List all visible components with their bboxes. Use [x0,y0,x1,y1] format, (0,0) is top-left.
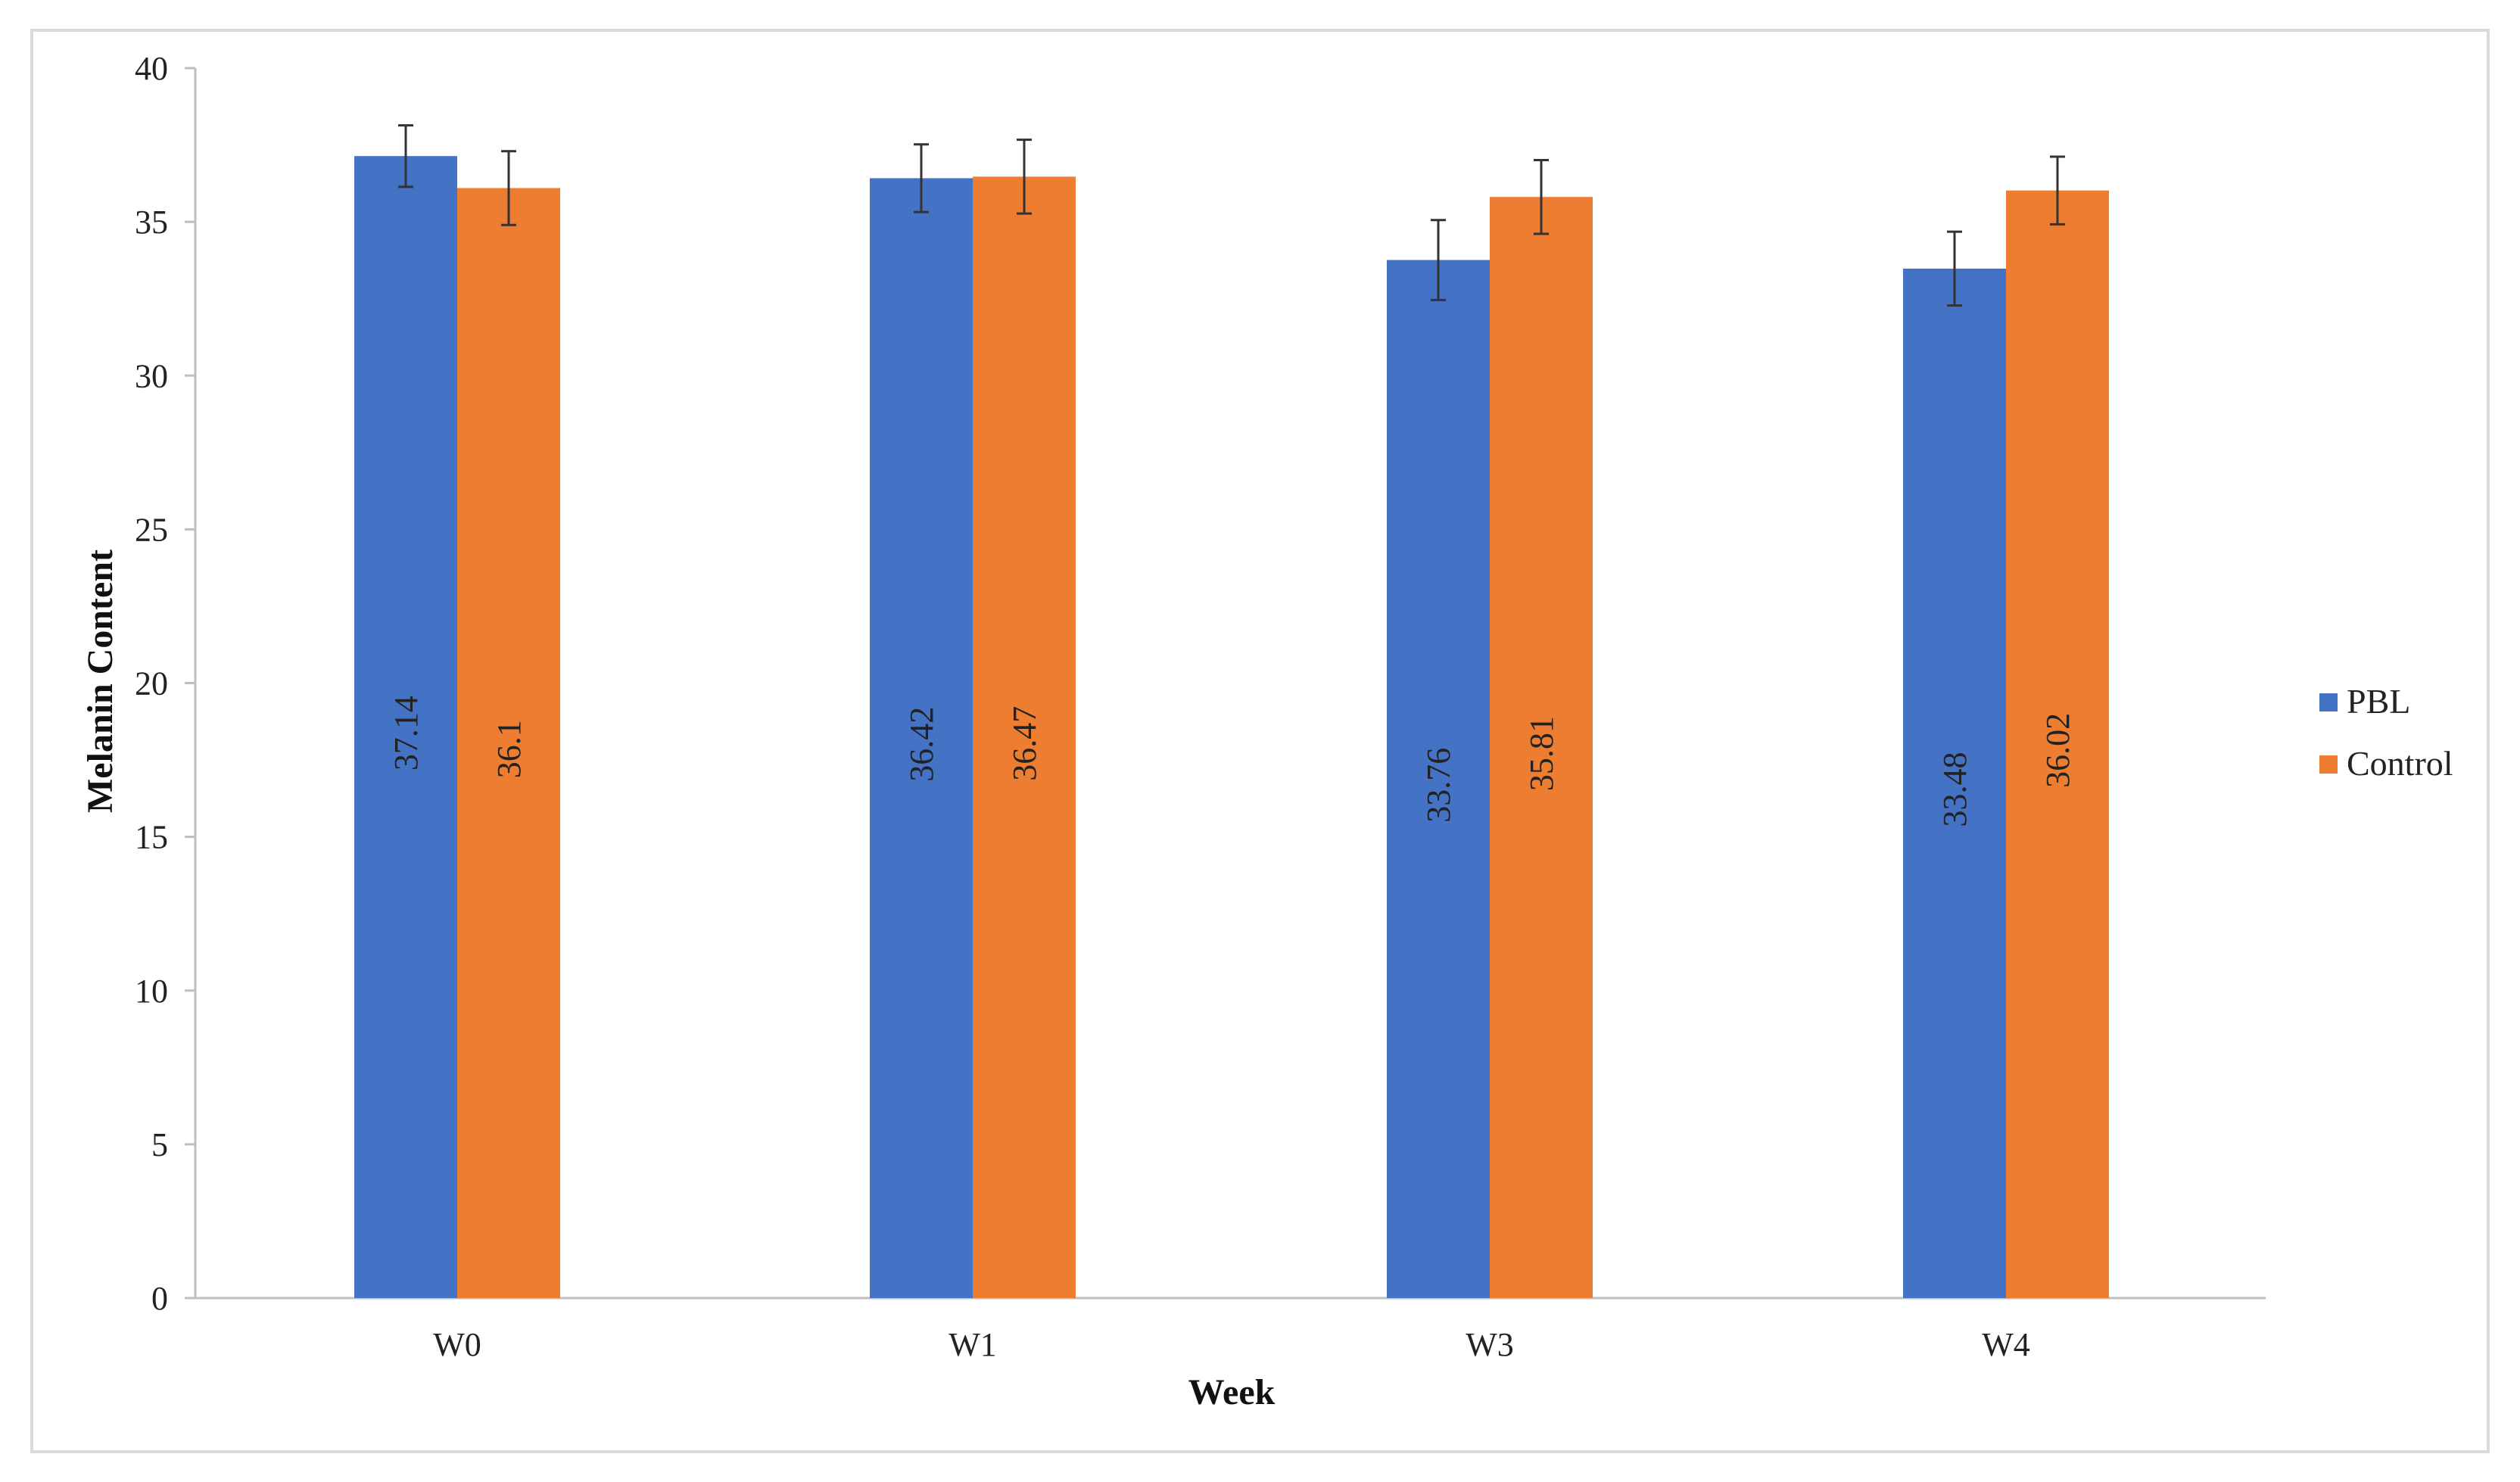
legend-label-pbl: PBL [2347,682,2410,721]
data-labels: 37.14 36.42 33.76 33.48 36.1 36.47 35.81 36.02 [388,696,2076,827]
data-label: 37.14 [388,696,425,771]
x-tick-label: W4 [1982,1326,2030,1363]
y-tick-label: 30 [135,357,168,394]
x-tick-label: W3 [1466,1326,1514,1363]
data-label: 33.48 [1936,752,1973,827]
x-tick-label: W1 [949,1326,997,1363]
y-tick-label: 25 [135,511,168,548]
y-tick-label: 40 [135,50,168,87]
y-tick-label: 15 [135,819,168,856]
legend-swatch-control [2319,755,2338,774]
bar-pbl-w0 [354,156,457,1298]
y-tick-label: 10 [135,973,168,1010]
y-tick-label: 20 [135,665,168,702]
legend-swatch-pbl [2319,693,2338,711]
bar-control-w3 [1490,197,1593,1298]
x-tick-label: W0 [433,1326,481,1363]
bar-pbl-w1 [870,178,973,1298]
bar-control-w1 [973,176,1076,1298]
bar-pbl-w4 [1903,268,2006,1298]
data-label: 36.47 [1006,706,1043,781]
bar-control-w0 [457,188,560,1298]
data-label: 36.02 [2039,713,2076,788]
data-label: 36.1 [491,720,528,778]
bar-control-w4 [2006,190,2109,1298]
y-tick-label: 0 [151,1280,168,1317]
data-label: 35.81 [1523,716,1560,791]
bars [354,124,2109,1298]
y-axis-title: Melanin Content [80,550,120,813]
y-tick-label: 35 [135,204,168,241]
bar-pbl-w3 [1387,260,1490,1298]
y-tick-label: 5 [151,1126,168,1163]
data-label: 33.76 [1420,748,1457,823]
legend-label-control: Control [2347,744,2453,783]
legend: PBL Control [2319,682,2453,783]
x-axis-title: Week [1188,1372,1276,1412]
data-label: 36.42 [903,707,940,782]
